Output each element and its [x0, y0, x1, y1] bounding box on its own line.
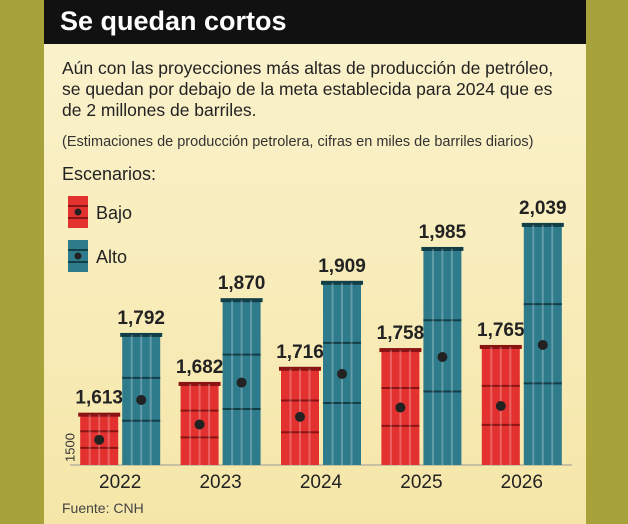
- legend-label: Bajo: [96, 203, 132, 223]
- barrel-rim: [120, 332, 163, 337]
- value-label: 1,765: [477, 320, 525, 341]
- value-label: 1,758: [377, 323, 425, 344]
- barrel-rim: [321, 280, 363, 285]
- barrel-rim: [379, 348, 422, 353]
- barrel-drop: [94, 434, 105, 445]
- barrel-rim: [78, 412, 121, 417]
- barrel-drop: [136, 394, 147, 405]
- value-label: 1,613: [75, 388, 123, 409]
- y-tick-label: 1500: [62, 433, 77, 462]
- legend-drop: [74, 252, 82, 260]
- barrel-rim: [421, 246, 464, 251]
- barrel-rim: [220, 298, 263, 303]
- note: (Estimaciones de producción petrolera, c…: [62, 134, 534, 150]
- legend-drop: [74, 208, 82, 216]
- x-tick-label: 2023: [199, 472, 241, 493]
- value-label: 1,682: [176, 357, 224, 378]
- panel: Se quedan cortos Aún con las proyeccione…: [44, 0, 586, 524]
- value-label: 1,985: [419, 222, 467, 243]
- header: Se quedan cortos: [44, 0, 586, 44]
- value-label: 2,039: [519, 198, 567, 219]
- barrel-rim: [521, 222, 564, 227]
- source: Fuente: CNH: [62, 500, 144, 516]
- barrel-drop: [236, 377, 247, 388]
- barrel-drop: [295, 411, 305, 422]
- legend-label: Alto: [96, 247, 127, 267]
- barrel-rim: [279, 366, 321, 371]
- x-tick-label: 2024: [300, 472, 343, 493]
- x-tick-label: 2022: [99, 472, 141, 493]
- barrel-drop: [194, 419, 205, 430]
- value-label: 1,870: [218, 273, 266, 294]
- barrel-drop: [437, 351, 448, 362]
- barrel-drop: [537, 339, 548, 350]
- legend-title: Escenarios:: [62, 164, 157, 184]
- chart-title: Se quedan cortos: [60, 6, 287, 36]
- chart: 1500 Bajo Alto 1,613 1,792 2022 1,682 1,870 2023…: [62, 196, 572, 493]
- value-label: 1,792: [117, 308, 165, 329]
- value-label: 1,909: [318, 256, 366, 277]
- x-tick-label: 2026: [501, 472, 543, 493]
- barrel-rim: [479, 344, 522, 349]
- barrel-drop: [337, 368, 347, 379]
- barrel-drop: [495, 400, 506, 411]
- barrel-rim: [178, 381, 221, 386]
- value-label: 1,716: [276, 342, 324, 363]
- x-tick-label: 2025: [400, 472, 442, 493]
- subtitle: Aún con las proyecciones más altas de pr…: [62, 58, 554, 120]
- barrel-drop: [395, 402, 406, 413]
